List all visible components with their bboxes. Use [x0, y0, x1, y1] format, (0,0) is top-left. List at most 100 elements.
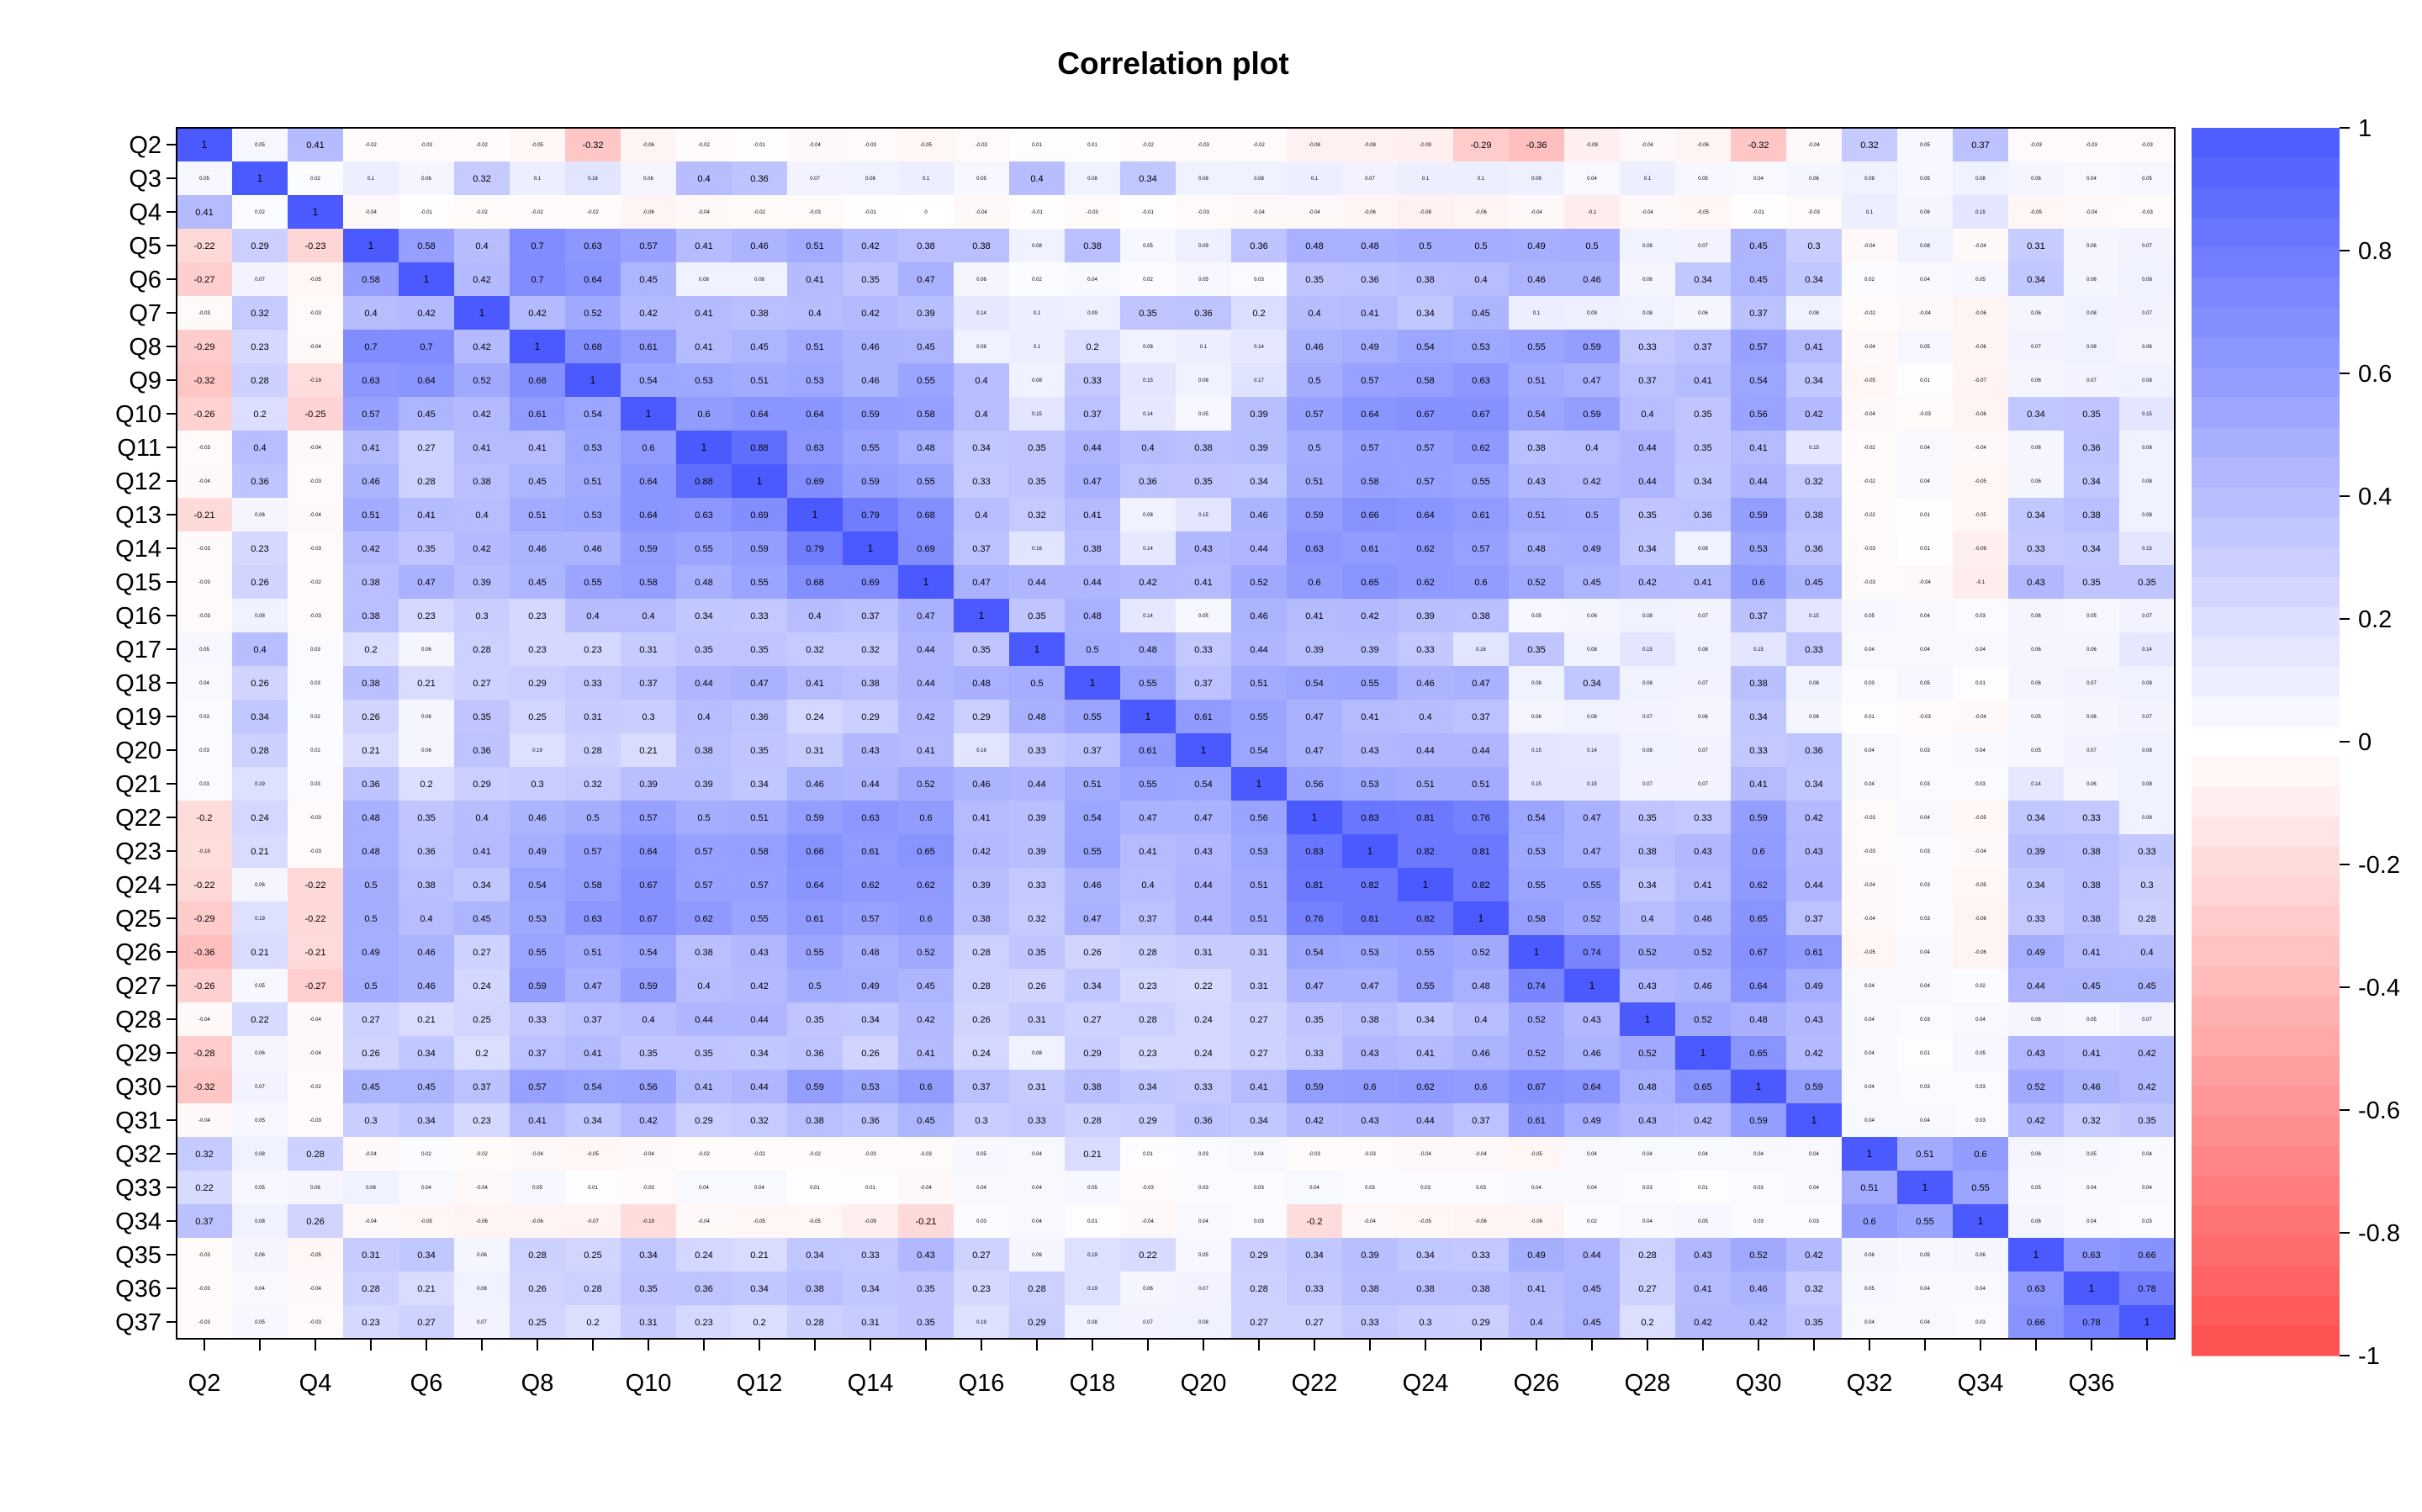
cell-value-label: 0.42	[1583, 477, 1600, 487]
heatmap-cell	[1065, 128, 1121, 162]
cell-value-label: 0.45	[1472, 309, 1489, 319]
heatmap-cell	[343, 363, 399, 398]
colorbar-tick-label: -0.4	[2358, 975, 2400, 1002]
cell-value-label: 0.06	[255, 883, 265, 888]
cell-value-label: 0.23	[528, 645, 546, 655]
cell-value-label: 0.06	[2031, 378, 2041, 383]
cell-value-label: 0.08	[366, 1186, 376, 1191]
heatmap-cell	[1786, 666, 1843, 700]
cell-value-label: -0.02	[309, 580, 321, 585]
cell-value-label: 0.5	[1474, 241, 1487, 251]
cell-value-label: 0.4	[364, 309, 377, 319]
heatmap-cell	[1842, 128, 1898, 162]
cell-value-label: 0.08	[976, 345, 986, 350]
cell-value-label: 0.03	[199, 715, 209, 720]
cell-value-label: 0.38	[1361, 1284, 1378, 1294]
heatmap-cell	[954, 128, 1010, 162]
heatmap-cell	[1842, 834, 1898, 869]
cell-value-label: 0.59	[1305, 510, 1323, 521]
cell-value-label: 0.42	[1694, 1116, 1711, 1126]
cell-value-label: 0.05	[1087, 1186, 1097, 1191]
heatmap-cell	[898, 700, 955, 734]
cell-value-label: 0.51	[750, 376, 768, 386]
cell-value-label: 0.03	[1920, 1018, 1930, 1023]
cell-value-label: -0.2	[1307, 1217, 1323, 1227]
cell-value-label: -0.09	[1975, 547, 1986, 552]
cell-value-label: -0.02	[531, 210, 543, 215]
cell-value-label: 0.3	[531, 780, 543, 790]
cell-value-label: 0.28	[972, 981, 990, 991]
heatmap-cell	[1342, 363, 1399, 398]
cell-value-label: -0.03	[420, 143, 432, 148]
heatmap-cell	[1120, 161, 1177, 196]
heatmap-cell	[1176, 767, 1232, 801]
cell-value-label: 0.05	[976, 1152, 986, 1157]
cell-value-label: 0.63	[2027, 1284, 2044, 1294]
cell-value-label: 0.06	[1698, 715, 1708, 720]
cell-value-label: 0.44	[1416, 746, 1434, 756]
cell-value-label: 0.41	[1083, 510, 1101, 521]
cell-value-label: 0.52	[1749, 1250, 1767, 1261]
cell-value-label: 0.42	[2138, 1049, 2155, 1059]
cell-value-label: -0.05	[309, 278, 321, 283]
heatmap-cell	[454, 330, 510, 364]
cell-value-label: 0.05	[1198, 412, 1208, 417]
cell-value-label: 0.42	[473, 342, 490, 352]
cell-value-label: 0.44	[1749, 477, 1767, 487]
cell-value-label: -0.06	[1697, 143, 1709, 148]
heatmap-cell	[510, 834, 566, 869]
cell-value-label: -0.21	[304, 948, 325, 958]
cell-value-label: 0.49	[1583, 1116, 1600, 1126]
cell-value-label: -0.02	[754, 1152, 765, 1157]
cell-value-label: 0.44	[1638, 443, 1656, 453]
cell-value-label: 0.78	[2138, 1284, 2155, 1294]
cell-value-label: 0.47	[1139, 813, 1156, 823]
colorbar-band	[2192, 1295, 2340, 1326]
heatmap-cell	[1009, 229, 1066, 263]
cell-value-label: 0.43	[1638, 981, 1656, 991]
cell-value-label: 0.6	[642, 443, 654, 453]
y-tick-label: Q28	[115, 1007, 161, 1034]
cell-value-label: 1	[424, 273, 430, 285]
cell-value-label: 0.38	[1805, 510, 1822, 521]
heatmap-cell	[288, 666, 344, 700]
cell-value-label: 0.59	[750, 544, 768, 554]
heatmap-cell	[343, 262, 399, 297]
cell-value-label: 0.03	[1753, 1219, 1764, 1224]
cell-value-label: 0.08	[2142, 513, 2152, 518]
cell-value-label: 0.41	[1194, 578, 1212, 588]
heatmap-cell	[1120, 733, 1177, 768]
cell-value-label: 1	[257, 172, 263, 184]
cell-value-label: 0.43	[1361, 1049, 1378, 1059]
cell-value-label: 0.27	[473, 948, 490, 958]
heatmap-cell	[1176, 801, 1232, 835]
y-tick-label: Q4	[129, 199, 161, 226]
heatmap-cell	[565, 767, 621, 801]
cell-value-label: 0.03	[1920, 1085, 1930, 1090]
cell-value-label: 0.51	[1083, 780, 1101, 790]
heatmap-cell	[1287, 767, 1343, 801]
cell-value-label: 0.04	[1032, 1219, 1042, 1224]
heatmap-cell	[732, 262, 788, 297]
cell-value-label: -0.02	[476, 1152, 488, 1157]
cell-value-label: 0.19	[1087, 1287, 1097, 1292]
cell-value-label: 0.35	[1028, 611, 1045, 621]
heatmap-cell	[2064, 431, 2120, 465]
cell-value-label: 0.04	[1753, 1152, 1764, 1157]
heatmap-cell	[1287, 195, 1343, 230]
cell-value-label: 0.36	[750, 174, 768, 184]
cell-value-label: -0.03	[2141, 210, 2153, 215]
heatmap-cell	[1509, 632, 1565, 667]
cell-value-label: 0.16	[976, 748, 986, 753]
heatmap-cell	[621, 599, 677, 633]
cell-value-label: 0.02	[310, 715, 320, 720]
cell-value-label: 0.54	[1305, 679, 1323, 689]
heatmap-cell	[676, 801, 732, 835]
cell-value-label: 0.27	[1083, 1015, 1101, 1025]
heatmap-cell	[454, 296, 510, 330]
cell-value-label: -0.04	[309, 1287, 321, 1292]
cell-value-label: 0.31	[861, 1318, 879, 1328]
cell-value-label: 0.41	[695, 241, 712, 251]
cell-value-label: 0.41	[1527, 1284, 1545, 1294]
heatmap-cell	[343, 464, 399, 499]
